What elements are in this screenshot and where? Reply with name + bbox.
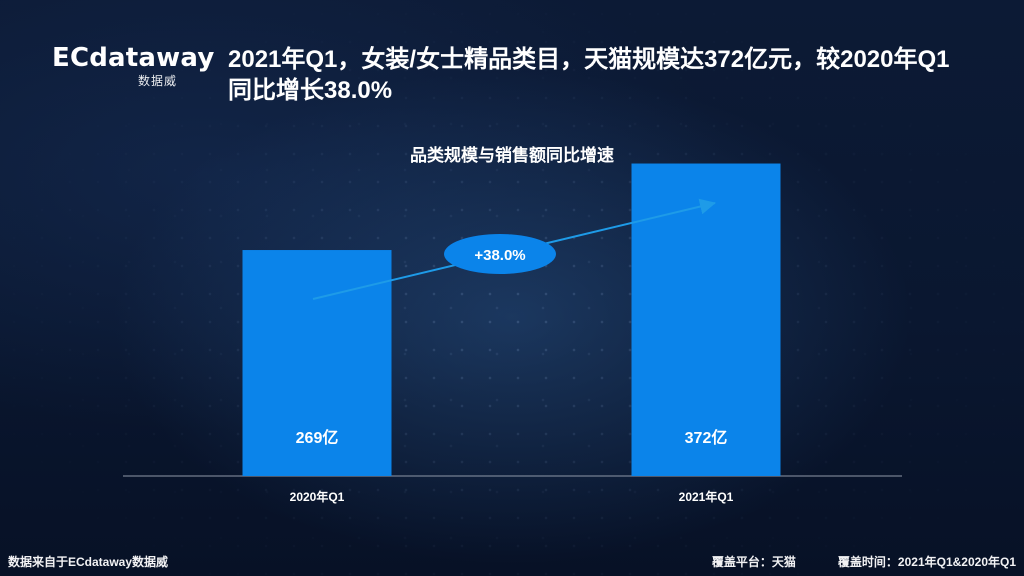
logo-subtext: 数据威 xyxy=(138,74,178,88)
footer-meta: 覆盖平台：天猫 覆盖时间：2021年Q1&2020年Q1 xyxy=(712,553,1016,570)
x-tick-labels-group: 2020年Q1 2021年Q1 xyxy=(290,489,734,504)
data-label-1: 269亿 xyxy=(296,428,339,447)
chart-title: 品类规模与销售额同比增速 xyxy=(410,145,614,165)
footer-platform: 覆盖平台：天猫 xyxy=(711,555,796,569)
bars-group xyxy=(242,163,781,476)
data-label-2: 372亿 xyxy=(685,428,728,447)
growth-badge: +38.0% xyxy=(444,234,556,274)
growth-arrow xyxy=(312,198,716,300)
logo: ECdataway 数据威 xyxy=(52,42,217,102)
growth-label: +38.0% xyxy=(474,247,525,264)
footer-time-range: 覆盖时间：2021年Q1&2020年Q1 xyxy=(837,555,1016,569)
growth-badge-bubble xyxy=(444,234,556,274)
x-tick-label-2: 2021年Q1 xyxy=(679,489,734,504)
footer-source: 数据来自于ECdataway数据威 xyxy=(8,555,169,569)
bar-2 xyxy=(631,163,781,476)
bar-1 xyxy=(242,250,392,476)
data-labels-group: 269亿 372亿 xyxy=(296,428,728,447)
header: ECdataway 数据威 2021年Q1，女装/女士精品类目，天猫规模达372… xyxy=(52,42,972,112)
logo-text: ECdataway xyxy=(52,43,215,73)
page-title: 2021年Q1，女装/女士精品类目，天猫规模达372亿元，较2020年Q1同比增… xyxy=(228,46,950,104)
x-tick-label-1: 2020年Q1 xyxy=(290,489,345,504)
